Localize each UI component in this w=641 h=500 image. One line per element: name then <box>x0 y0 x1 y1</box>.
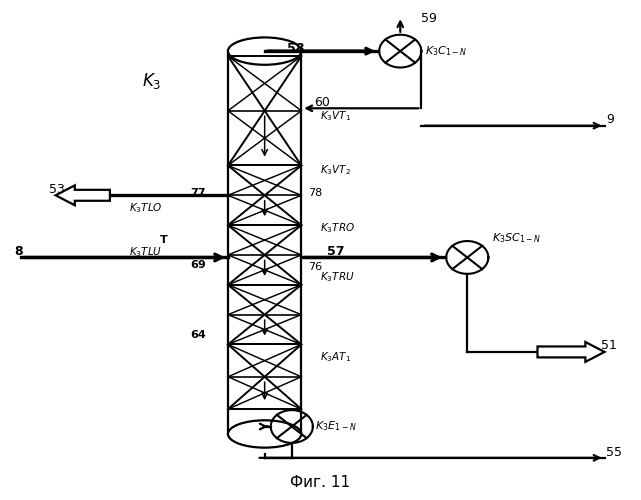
Text: T: T <box>160 235 167 245</box>
Text: 8: 8 <box>14 245 23 258</box>
Bar <box>228 51 301 434</box>
Text: 57: 57 <box>327 245 344 258</box>
Text: $K_3TLU$: $K_3TLU$ <box>129 246 162 260</box>
Text: 51: 51 <box>601 340 617 352</box>
Text: 78: 78 <box>308 188 322 198</box>
Ellipse shape <box>228 420 301 448</box>
Text: $K_3VT_1$: $K_3VT_1$ <box>320 109 352 122</box>
Text: $K_3TRO$: $K_3TRO$ <box>320 220 356 234</box>
Text: 55: 55 <box>606 446 622 460</box>
Text: 60: 60 <box>314 96 330 109</box>
Text: $K_3E_{1-N}$: $K_3E_{1-N}$ <box>315 420 357 434</box>
Text: $K_3SC_{1-N}$: $K_3SC_{1-N}$ <box>492 232 541 245</box>
Text: $K_3TLO$: $K_3TLO$ <box>129 201 163 214</box>
Text: 64: 64 <box>190 330 206 340</box>
Text: $K_3$: $K_3$ <box>142 71 161 91</box>
Text: Фиг. 11: Фиг. 11 <box>290 474 351 490</box>
Text: 53: 53 <box>49 183 65 196</box>
Text: 58: 58 <box>287 42 304 55</box>
Text: 69: 69 <box>190 260 206 270</box>
Text: $K_3C_{1-N}$: $K_3C_{1-N}$ <box>424 44 467 58</box>
Text: 9: 9 <box>606 113 614 126</box>
Text: $K_3TRU$: $K_3TRU$ <box>320 270 355 284</box>
Text: $K_3VT_2$: $K_3VT_2$ <box>320 164 351 177</box>
Text: $K_3AT_1$: $K_3AT_1$ <box>320 350 352 364</box>
Text: 77: 77 <box>190 188 206 198</box>
FancyArrow shape <box>538 342 604 362</box>
FancyArrow shape <box>56 186 110 205</box>
Text: 59: 59 <box>421 12 437 26</box>
Ellipse shape <box>228 38 301 65</box>
Text: 76: 76 <box>308 262 322 272</box>
